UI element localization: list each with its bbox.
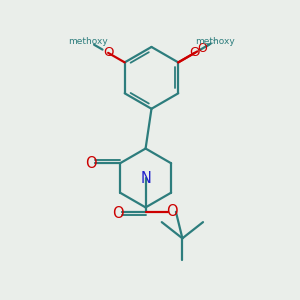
Text: O: O <box>103 46 113 59</box>
Text: methoxy: methoxy <box>195 37 235 46</box>
Text: O: O <box>112 206 123 220</box>
Text: O: O <box>85 156 97 171</box>
Text: methoxy: methoxy <box>68 37 108 46</box>
Text: N: N <box>140 171 151 186</box>
Text: methoxy: methoxy <box>213 40 219 41</box>
Text: methoxy: methoxy <box>209 42 216 43</box>
Text: O: O <box>166 204 178 219</box>
Text: O: O <box>190 46 200 59</box>
Text: O: O <box>197 42 207 55</box>
